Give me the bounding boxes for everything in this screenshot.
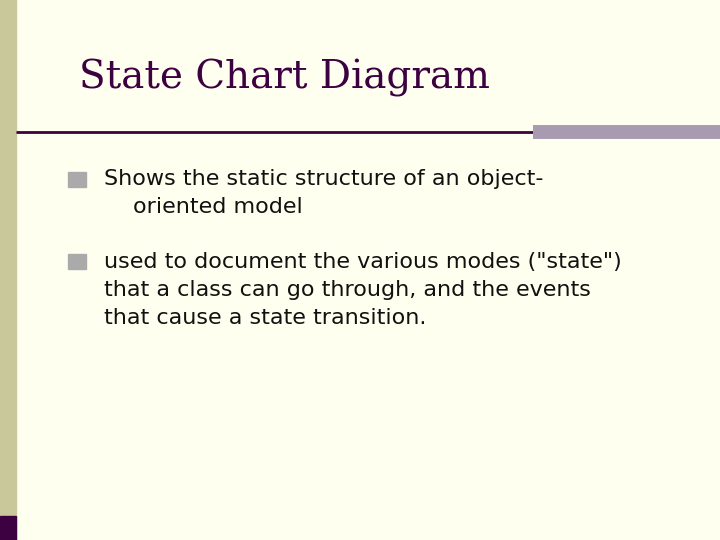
- Bar: [0, 516, 16, 540]
- Bar: [0, 0, 16, 540]
- Bar: [68, 254, 86, 269]
- Text: Shows the static structure of an object-: Shows the static structure of an object-: [104, 169, 544, 190]
- Text: that a class can go through, and the events: that a class can go through, and the eve…: [104, 280, 591, 300]
- Text: used to document the various modes ("state"): used to document the various modes ("sta…: [104, 252, 622, 272]
- Text: oriented model: oriented model: [133, 197, 303, 218]
- Bar: [68, 172, 86, 187]
- Text: that cause a state transition.: that cause a state transition.: [104, 308, 427, 328]
- Text: State Chart Diagram: State Chart Diagram: [79, 59, 490, 97]
